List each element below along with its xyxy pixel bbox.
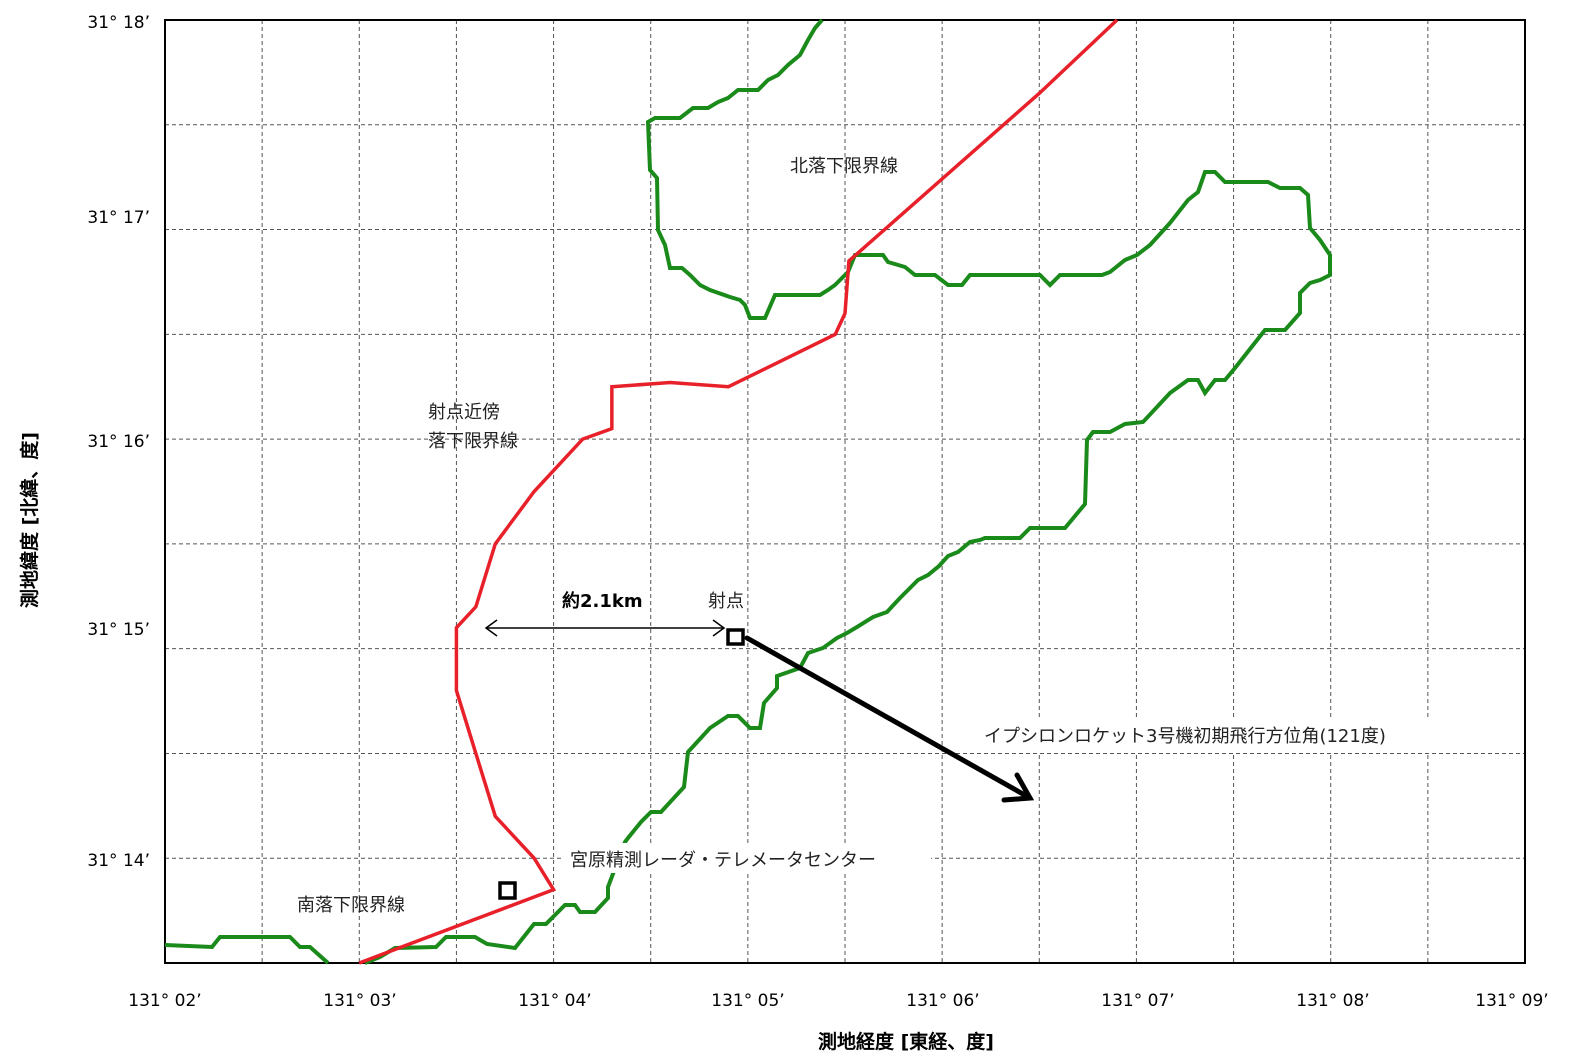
radar-center-label: 宮原精測レーダ・テレメータセンター (570, 850, 876, 871)
flight-direction-label: イプシロンロケット3号機初期飛行方位角(121度) (984, 726, 1386, 747)
x-tick-label: 131° 02’ (128, 991, 201, 1011)
north-limit-label: 北落下限界線 (790, 156, 898, 177)
near-limit-label-line1: 射点近傍 (428, 402, 500, 423)
coastline-west (164, 935, 330, 965)
flight-direction-arrow (744, 635, 1035, 803)
distance-label: 約2.1km (562, 590, 643, 612)
y-tick-label: 31° 17’ (87, 208, 150, 228)
x-tick-label: 131° 05’ (711, 991, 784, 1011)
launch-point-label: 射点 (708, 591, 744, 612)
x-tick-label: 131° 07’ (1101, 991, 1174, 1011)
x-tick-label: 131° 03’ (323, 991, 396, 1011)
y-tick-label: 31° 14’ (87, 851, 150, 871)
x-tick-label: 131° 08’ (1296, 991, 1369, 1011)
y-tick-label: 31° 15’ (87, 620, 150, 640)
x-tick-label: 131° 09’ (1475, 991, 1548, 1011)
plot-frame (164, 19, 1526, 964)
near-limit-label-line2: 落下限界線 (428, 431, 518, 452)
x-tick-labels: 131° 02’ 131° 03’ 131° 04’ 131° 05’ 131°… (128, 991, 1548, 1011)
fall-limit-line (358, 18, 1119, 965)
x-tick-label: 131° 06’ (906, 991, 979, 1011)
radar-center-marker (498, 881, 517, 900)
y-tick-label: 31° 16’ (87, 432, 150, 452)
y-tick-labels: 31° 18’ 31° 17’ 31° 16’ 31° 15’ 31° 14’ (87, 13, 150, 871)
distance-arrow (484, 619, 726, 637)
launch-point-marker (726, 628, 745, 646)
x-tick-label: 131° 04’ (518, 991, 591, 1011)
y-axis-label: 測地緯度 [北緯、度] (18, 432, 41, 608)
coastline-main (364, 18, 1332, 965)
x-axis-label: 測地経度 [東経、度] (818, 1030, 994, 1053)
south-limit-label: 南落下限界線 (297, 895, 405, 916)
y-tick-label: 31° 18’ (87, 13, 150, 33)
